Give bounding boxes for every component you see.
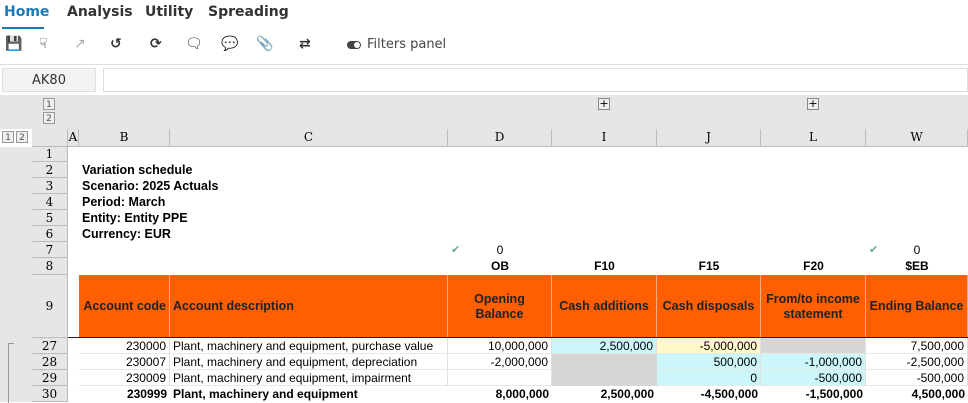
header-account-description: Account description <box>170 275 448 338</box>
code-l: F20 <box>803 259 824 273</box>
expand-group-button[interactable]: + <box>598 97 610 110</box>
ending-balance-cell[interactable]: -2,500,000 <box>866 354 968 370</box>
row-group-bracket[interactable] <box>8 343 14 403</box>
tab-analysis[interactable]: Analysis <box>67 4 133 20</box>
row-outline-area <box>0 147 32 402</box>
total-cash-disposals[interactable]: -4,500,000 <box>700 387 758 401</box>
row-header[interactable]: 4 <box>32 194 68 210</box>
column-group-area <box>0 95 968 129</box>
comment-icon[interactable]: 💬 <box>221 36 239 52</box>
row-outline-level-2[interactable]: 2 <box>16 131 28 143</box>
filters-panel-toggle[interactable]: Filters panel <box>367 37 447 52</box>
row-header[interactable]: 3 <box>32 178 68 194</box>
user-edit-icon[interactable]: ☟ <box>39 36 48 52</box>
scenario-label: Scenario: 2025 Actuals <box>82 179 219 193</box>
toolbar-divider <box>0 64 968 65</box>
row-header[interactable]: 1 <box>32 147 68 162</box>
income-statement-input[interactable]: -1,000,000 <box>761 354 866 370</box>
header-cash-disposals: Cash disposals <box>657 275 761 338</box>
attachment-icon[interactable]: 📎 <box>256 36 274 52</box>
select-all-corner[interactable] <box>32 129 68 147</box>
header-income-statement: From/to income statement <box>761 275 866 338</box>
row-header[interactable]: 29 <box>32 370 68 386</box>
total-account-code[interactable]: 230999 <box>126 387 167 401</box>
cash-additions-cell[interactable] <box>552 354 657 386</box>
total-opening-balance[interactable]: 8,000,000 <box>495 387 549 401</box>
total-account-description[interactable]: Plant, machinery and equipment <box>173 387 358 401</box>
col-header-i[interactable]: I <box>552 129 657 147</box>
toggle-icon[interactable] <box>347 41 361 49</box>
code-j: F15 <box>698 259 720 273</box>
header-cash-additions: Cash additions <box>552 275 657 338</box>
undo-icon[interactable]: ↺ <box>110 36 122 52</box>
code-d: OB <box>491 259 509 273</box>
row-header[interactable]: 8 <box>32 258 68 275</box>
col-outline-level-2[interactable]: 2 <box>43 112 55 124</box>
col-header-w[interactable]: W <box>866 129 968 147</box>
export-icon[interactable]: ↗ <box>74 36 86 52</box>
refresh-icon[interactable]: ⟳ <box>150 36 162 52</box>
account-description-cell[interactable]: Plant, machinery and equipment, purchase… <box>170 338 448 354</box>
freeze-line <box>68 337 968 338</box>
opening-balance-cell[interactable] <box>448 370 552 386</box>
tab-utility[interactable]: Utility <box>145 4 194 20</box>
header-ending-balance: Ending Balance <box>866 275 968 338</box>
col-header-b[interactable]: B <box>79 129 170 147</box>
row-header[interactable]: 6 <box>32 226 68 242</box>
header-account-code: Account code <box>79 275 170 338</box>
check-value-w: 0 <box>913 243 921 257</box>
row-header[interactable]: 9 <box>32 275 68 338</box>
check-icon: ✔ <box>869 243 879 256</box>
currency-label: Currency: EUR <box>82 227 171 241</box>
income-statement-input[interactable]: -500,000 <box>761 370 866 386</box>
opening-balance-cell[interactable]: -2,000,000 <box>448 354 552 370</box>
col-header-c[interactable]: C <box>170 129 448 147</box>
cash-additions-input[interactable]: 2,500,000 <box>552 338 657 354</box>
row-header[interactable]: 27 <box>32 338 68 354</box>
ending-balance-cell[interactable]: 7,500,000 <box>866 338 968 354</box>
name-box[interactable]: AK80 <box>2 68 96 92</box>
expand-group-button[interactable]: + <box>807 97 819 110</box>
col-outline-level-1[interactable]: 1 <box>43 98 55 110</box>
ending-balance-cell[interactable]: -500,000 <box>866 370 968 386</box>
col-header-l[interactable]: L <box>761 129 866 147</box>
account-code-cell[interactable]: 230009 <box>79 370 170 386</box>
report-title: Variation schedule <box>82 163 193 177</box>
total-income-statement[interactable]: -1,500,000 <box>805 387 863 401</box>
account-code-cell[interactable]: 230000 <box>79 338 170 354</box>
cash-disposals-input[interactable]: 0 <box>657 370 761 386</box>
entity-label: Entity: Entity PPE <box>82 211 188 225</box>
formula-bar[interactable] <box>103 68 968 92</box>
code-w: $EB <box>905 259 929 273</box>
total-cash-additions[interactable]: 2,500,000 <box>600 387 654 401</box>
account-description-cell[interactable]: Plant, machinery and equipment, deprecia… <box>170 354 448 370</box>
comment-refresh-icon[interactable]: 🗨 <box>185 36 203 52</box>
tab-home[interactable]: Home <box>4 4 50 20</box>
account-code-cell[interactable]: 230007 <box>79 354 170 370</box>
check-icon: ✔ <box>451 243 461 256</box>
total-ending-balance[interactable]: 4,500,000 <box>911 387 965 401</box>
code-i: F10 <box>594 259 615 273</box>
row-header[interactable]: 2 <box>32 162 68 178</box>
income-statement-cell[interactable] <box>761 338 866 354</box>
check-value-d: 0 <box>496 243 504 257</box>
save-icon[interactable]: 💾 <box>5 36 23 52</box>
tab-spreading[interactable]: Spreading <box>208 4 289 20</box>
row-header[interactable]: 7 <box>32 242 68 258</box>
period-label: Period: March <box>82 195 166 209</box>
header-opening-balance: Opening Balance <box>448 275 552 338</box>
sync-icon[interactable]: ⇄ <box>299 36 311 52</box>
row-header[interactable]: 28 <box>32 354 68 370</box>
row-header[interactable]: 5 <box>32 210 68 226</box>
row-header[interactable]: 30 <box>32 386 68 402</box>
account-description-cell[interactable]: Plant, machinery and equipment, impairme… <box>170 370 448 386</box>
cash-disposals-input[interactable]: 500,000 <box>657 354 761 370</box>
opening-balance-cell[interactable]: 10,000,000 <box>448 338 552 354</box>
active-tab-underline <box>2 27 44 29</box>
col-header-d[interactable]: D <box>448 129 552 147</box>
col-header-j[interactable]: J <box>657 129 761 147</box>
row-outline-level-1[interactable]: 1 <box>2 131 14 143</box>
col-header-a[interactable]: A <box>68 129 79 147</box>
cash-disposals-input[interactable]: -5,000,000 <box>657 338 761 354</box>
